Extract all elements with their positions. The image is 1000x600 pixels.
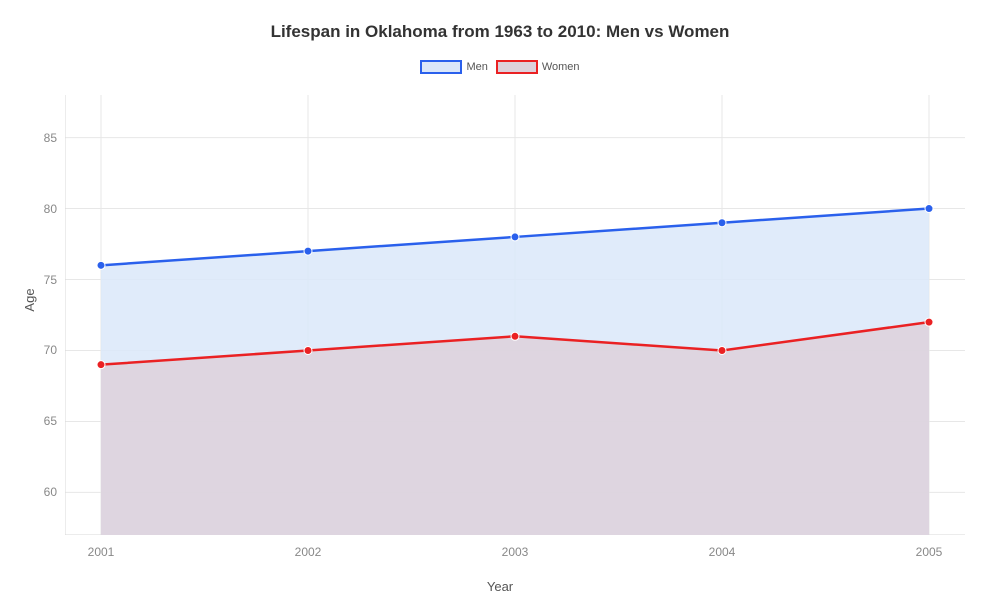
plot-area: 60657075808520012002200320042005	[65, 95, 965, 535]
chart-svg	[65, 95, 965, 535]
legend: Men Women	[0, 60, 1000, 74]
legend-item: Men	[420, 60, 487, 74]
y-axis-label: Age	[22, 288, 37, 311]
y-tick-label: 65	[44, 414, 65, 428]
y-tick-label: 85	[44, 131, 65, 145]
legend-swatch	[420, 60, 462, 74]
data-point	[925, 205, 933, 213]
chart-title: Lifespan in Oklahoma from 1963 to 2010: …	[0, 0, 1000, 42]
data-point	[511, 233, 519, 241]
x-tick-label: 2004	[709, 535, 736, 559]
y-tick-label: 75	[44, 273, 65, 287]
data-point	[511, 332, 519, 340]
x-tick-label: 2002	[295, 535, 322, 559]
x-tick-label: 2001	[88, 535, 115, 559]
x-axis-label: Year	[487, 579, 513, 594]
y-tick-label: 70	[44, 343, 65, 357]
data-point	[304, 346, 312, 354]
y-tick-label: 80	[44, 202, 65, 216]
data-point	[97, 261, 105, 269]
data-point	[304, 247, 312, 255]
x-tick-label: 2003	[502, 535, 529, 559]
legend-swatch	[496, 60, 538, 74]
legend-label: Women	[542, 61, 580, 73]
x-tick-label: 2005	[916, 535, 943, 559]
chart-container: Lifespan in Oklahoma from 1963 to 2010: …	[0, 0, 1000, 600]
legend-label: Men	[466, 61, 487, 73]
y-tick-label: 60	[44, 485, 65, 499]
data-point	[97, 361, 105, 369]
data-point	[718, 346, 726, 354]
data-point	[925, 318, 933, 326]
data-point	[718, 219, 726, 227]
legend-item: Women	[496, 60, 580, 74]
